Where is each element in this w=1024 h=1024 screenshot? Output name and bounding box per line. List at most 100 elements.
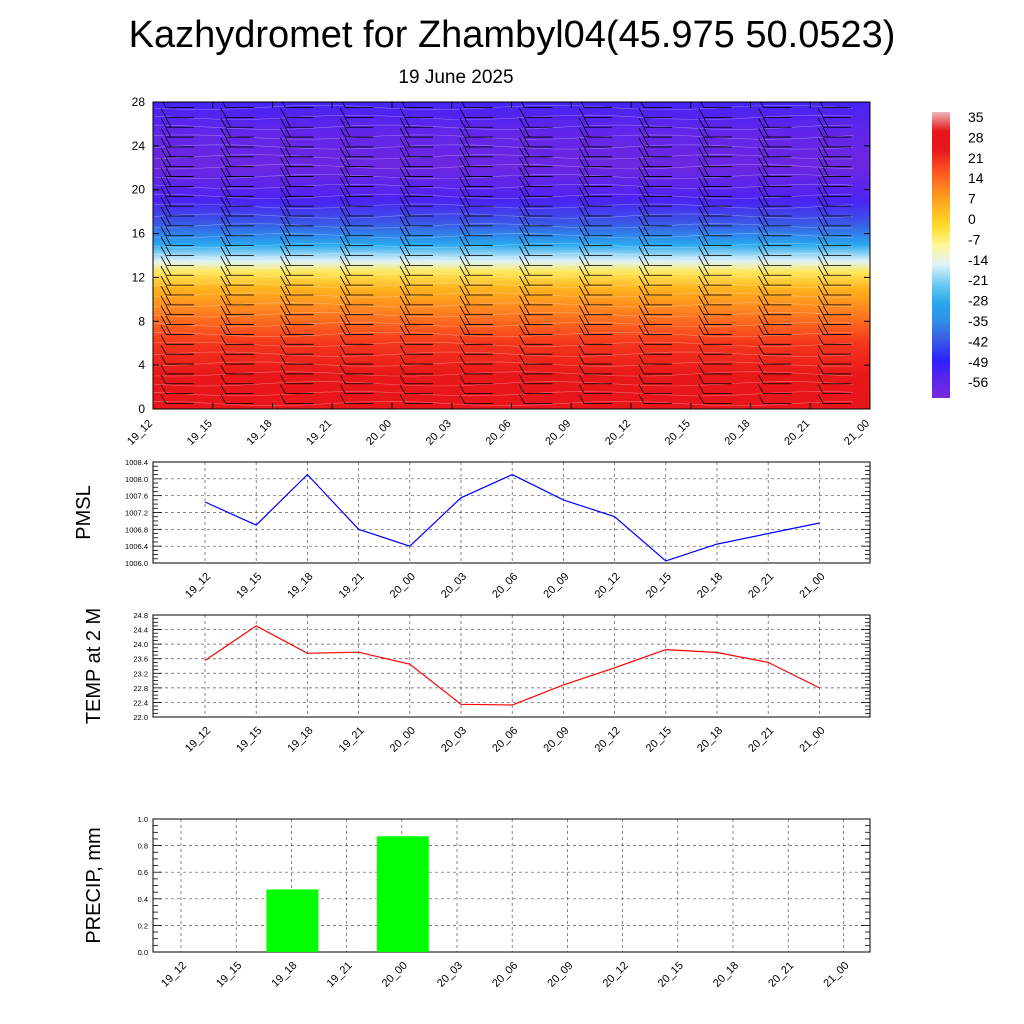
barb-flag xyxy=(578,187,585,197)
barb-flag xyxy=(404,266,411,276)
temp2m-series-line xyxy=(204,625,820,706)
barb-flag xyxy=(524,295,530,306)
barb-flag xyxy=(165,187,172,197)
wind-barb xyxy=(459,384,493,395)
barb-flag xyxy=(583,325,590,335)
barb-flag xyxy=(344,187,351,197)
contour-line xyxy=(153,391,854,397)
barb-flag xyxy=(160,157,167,167)
barb-flag xyxy=(583,275,590,286)
barb-flag xyxy=(643,177,650,187)
contour-line xyxy=(153,104,854,111)
wind-barb xyxy=(817,196,852,207)
barb-flag xyxy=(643,216,650,227)
wind-barb xyxy=(160,147,194,158)
barb-flag xyxy=(464,118,471,128)
contour-line xyxy=(153,262,854,268)
barb-flag xyxy=(459,127,466,138)
wind-barb xyxy=(698,177,732,187)
barb-flag xyxy=(524,147,530,158)
wind-barb xyxy=(578,364,613,375)
barb-flag xyxy=(339,216,346,227)
barb-flag xyxy=(404,315,411,325)
barb-flag xyxy=(344,285,351,296)
colorbar-label: 0 xyxy=(968,211,976,227)
wind-barb xyxy=(339,226,374,237)
barb-flag xyxy=(519,118,525,128)
barb-flag xyxy=(160,305,167,315)
barb-flag xyxy=(578,305,585,315)
wind-barb xyxy=(220,147,254,158)
barb-flag xyxy=(822,167,829,177)
barb-flag xyxy=(399,236,406,246)
wind-barb xyxy=(280,236,314,247)
barb-flag xyxy=(817,384,824,394)
barb-flag xyxy=(763,177,769,187)
y-tick-label: 0.4 xyxy=(138,895,148,904)
contour-line xyxy=(153,292,854,298)
barb-flag xyxy=(578,127,585,138)
barb-flag xyxy=(819,102,824,108)
barb-flag xyxy=(404,256,411,266)
barb-flag xyxy=(878,148,883,157)
wind-barb xyxy=(220,118,254,128)
wind-barb xyxy=(339,275,374,286)
y-tick-label: 24.8 xyxy=(133,611,148,620)
colorbar-label: -56 xyxy=(968,374,988,390)
barb-flag xyxy=(883,266,888,275)
barb-flag xyxy=(638,177,645,187)
barb-flag xyxy=(698,285,705,296)
barb-flag xyxy=(643,137,650,148)
wind-barb xyxy=(817,364,852,375)
wind-barb xyxy=(578,147,613,158)
wind-barb xyxy=(399,374,433,385)
barb-flag xyxy=(698,157,705,167)
barb-flag xyxy=(344,137,351,148)
barb-flag xyxy=(459,394,466,404)
barb-flag xyxy=(817,394,824,404)
wind-barb xyxy=(758,118,792,128)
barb-flag xyxy=(763,246,769,256)
x-tick-label: 20_00 xyxy=(388,571,418,601)
wind-barb xyxy=(339,374,374,385)
barb-flag xyxy=(165,236,172,246)
barb-flag xyxy=(578,256,585,266)
wind-barb xyxy=(519,364,553,375)
wind-barb xyxy=(459,206,493,217)
wind-barb xyxy=(698,295,732,306)
y-tick-label: 0 xyxy=(138,402,145,416)
barb-flag xyxy=(703,305,710,315)
barb-flag xyxy=(225,177,232,187)
barb-flag xyxy=(758,187,764,197)
barb-flag xyxy=(399,256,406,266)
wind-barb xyxy=(638,246,672,256)
wind-barb xyxy=(280,325,314,335)
barb-flag xyxy=(822,216,829,227)
wind-barb xyxy=(758,147,792,158)
barb-flag xyxy=(519,275,525,286)
barb-flag xyxy=(578,177,585,187)
y-tick-label: 12 xyxy=(132,270,146,284)
barb-flag xyxy=(878,286,883,295)
barb-flag xyxy=(399,137,406,148)
barb-flag xyxy=(758,127,764,138)
barb-flag xyxy=(280,236,286,246)
wind-barb xyxy=(459,108,493,118)
barb-flag xyxy=(578,354,585,365)
barb-flag xyxy=(817,177,824,187)
wind-barb xyxy=(578,108,613,118)
barb-flag xyxy=(280,226,286,236)
wind-barb xyxy=(280,384,314,395)
wind-barb xyxy=(519,295,553,306)
contour-line xyxy=(153,322,854,328)
barb-flag xyxy=(638,275,645,286)
wind-barb xyxy=(399,226,433,237)
barb-flag xyxy=(160,167,167,177)
barb-flag xyxy=(524,305,530,315)
barb-flag xyxy=(583,137,590,148)
barb-flag xyxy=(519,364,525,375)
x-tick-label: 20_03 xyxy=(424,418,454,448)
wind-barb xyxy=(878,227,911,236)
wind-barb xyxy=(578,256,613,266)
wind-barb xyxy=(698,325,732,335)
